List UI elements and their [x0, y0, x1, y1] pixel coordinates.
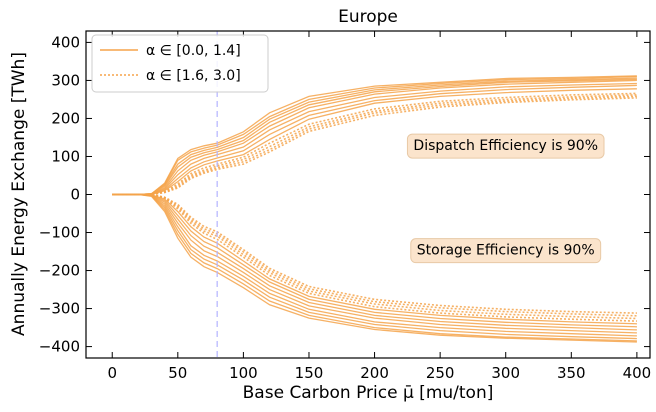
- y-tick-label-3: −100: [39, 224, 80, 242]
- legend-label-dotted: α ∈ [1.6, 3.0]: [146, 68, 241, 84]
- y-tick-label-4: 0: [70, 186, 80, 204]
- x-tick-label-3: 150: [295, 364, 324, 382]
- annotation-dispatch: Dispatch Efficiency is 90%: [406, 133, 605, 159]
- x-tick-label-2: 100: [229, 364, 258, 382]
- y-tick-label-1: −300: [39, 300, 80, 318]
- series-line-14: [112, 193, 637, 340]
- x-tick-label-4: 200: [360, 364, 389, 382]
- series-line-20: [112, 193, 637, 322]
- y-tick-label-5: 100: [51, 147, 80, 165]
- legend-label-solid: α ∈ [0.0, 1.4]: [146, 43, 241, 59]
- y-tick-label-8: 400: [51, 33, 80, 51]
- x-tick-label-1: 50: [168, 364, 187, 382]
- x-tick-label-7: 350: [557, 364, 586, 382]
- annotation-storage: Storage Efficiency is 90%: [410, 238, 602, 264]
- y-tick-label-6: 200: [51, 109, 80, 127]
- chart-title: Europe: [338, 7, 398, 27]
- y-tick-label-7: 300: [51, 71, 80, 89]
- y-tick-label-2: −200: [39, 262, 80, 280]
- x-axis-label: Base Carbon Price μ̄ [mu/ton]: [243, 383, 494, 403]
- x-tick-label-0: 0: [107, 364, 117, 382]
- annotation-box: [410, 238, 602, 264]
- series-line-21: [112, 193, 637, 320]
- annotation-storage-text: Storage Efficiency is 90%: [417, 243, 595, 259]
- annotation-box: [406, 133, 605, 159]
- series-line-15: [112, 193, 637, 337]
- legend: α ∈ [0.0, 1.4] α ∈ [1.6, 3.0]: [91, 34, 269, 93]
- ticks-layer: 0 50 100 150 200 250 300 350 400 −400 −300 −200 −100…: [39, 31, 651, 382]
- series-layer: [112, 75, 637, 343]
- y-axis-label: Annually Energy Exchange [TWh]: [9, 52, 29, 336]
- x-tick-label-5: 250: [426, 364, 455, 382]
- x-tick-label-6: 300: [491, 364, 520, 382]
- annotation-dispatch-text: Dispatch Efficiency is 90%: [413, 138, 598, 154]
- x-tick-label-8: 400: [623, 364, 652, 382]
- y-tick-label-0: −400: [39, 338, 80, 356]
